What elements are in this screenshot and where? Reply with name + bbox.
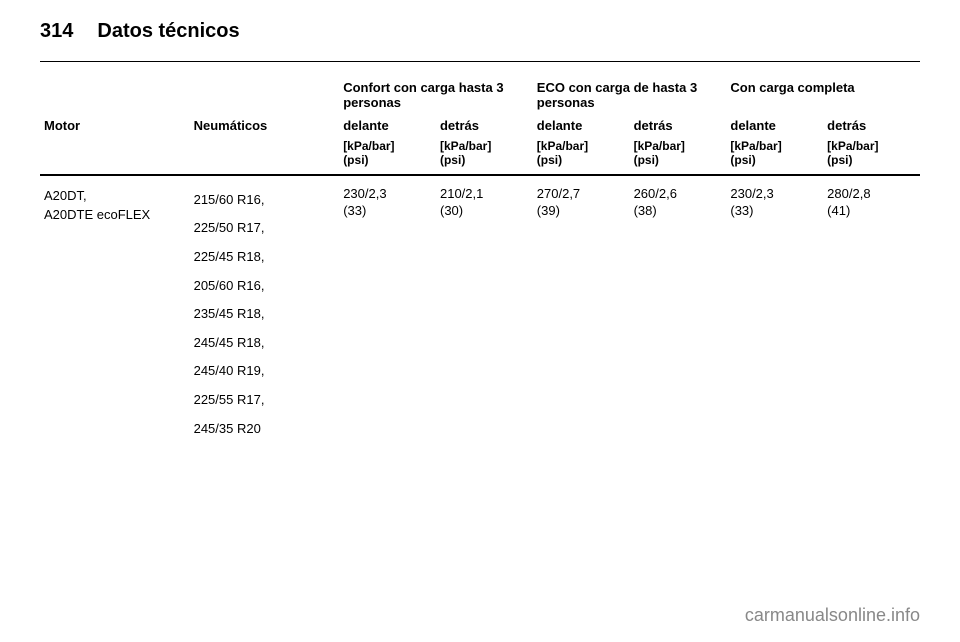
tire-item: 245/45 R18, [194,329,336,358]
unit-l2: (psi) [634,153,659,167]
val-l1: 230/2,3 [730,186,773,201]
unit-comfort-rear: [kPa/bar] (psi) [436,137,533,174]
watermark: carmanualsonline.info [745,605,920,626]
blank-unit [190,137,340,174]
motor-l1: A20DT, [44,188,87,203]
unit-full-front: [kPa/bar] (psi) [726,137,823,174]
unit-eco-front: [kPa/bar] (psi) [533,137,630,174]
unit-row: [kPa/bar] (psi) [kPa/bar] (psi) [kPa/bar… [40,137,920,174]
val-comfort-front: 230/2,3 (33) [339,176,436,445]
unit-l1: [kPa/bar] [827,139,878,153]
unit-l2: (psi) [730,153,755,167]
col-full-front: delante [726,116,823,137]
unit-eco-rear: [kPa/bar] (psi) [630,137,727,174]
col-eco-rear: detrás [630,116,727,137]
val-l2: (33) [343,203,366,218]
val-full-rear: 280/2,8 (41) [823,176,920,445]
val-l2: (41) [827,203,850,218]
unit-l2: (psi) [343,153,368,167]
unit-l1: [kPa/bar] [634,139,685,153]
table-row: A20DT, A20DTE ecoFLEX 215/60 R16, 225/50… [40,176,920,445]
tire-item: 225/45 R18, [194,243,336,272]
section-title: Datos técnicos [97,20,239,43]
val-l1: 260/2,6 [634,186,677,201]
unit-l1: [kPa/bar] [343,139,394,153]
val-l1: 210/2,1 [440,186,483,201]
unit-l2: (psi) [537,153,562,167]
val-l2: (33) [730,203,753,218]
unit-l2: (psi) [827,153,852,167]
group-comfort: Confort con carga hasta 3 personas [339,78,533,116]
page-number: 314 [40,20,73,43]
val-l1: 270/2,7 [537,186,580,201]
table-body-container: A20DT, A20DTE ecoFLEX 215/60 R16, 225/50… [0,176,960,445]
col-full-rear: detrás [823,116,920,137]
group-eco: ECO con carga de hasta 3 personas [533,78,727,116]
tire-item: 235/45 R18, [194,300,336,329]
val-l1: 230/2,3 [343,186,386,201]
motor-cell: A20DT, A20DTE ecoFLEX [40,176,190,445]
sub-header-row: Motor Neumáticos delante detrás delante … [40,116,920,137]
val-l2: (39) [537,203,560,218]
tire-item: 225/50 R17, [194,214,336,243]
col-comfort-front: delante [339,116,436,137]
group-header-row: Confort con carga hasta 3 personas ECO c… [40,78,920,116]
blank-header [190,78,340,116]
group-full: Con carga completa [726,78,920,116]
unit-full-rear: [kPa/bar] (psi) [823,137,920,174]
val-eco-rear: 260/2,6 (38) [630,176,727,445]
tire-item: 245/35 R20 [194,415,336,444]
val-eco-front: 270/2,7 (39) [533,176,630,445]
col-motor: Motor [40,116,190,137]
unit-l1: [kPa/bar] [440,139,491,153]
col-tires: Neumáticos [190,116,340,137]
blank-header [40,78,190,116]
tire-item: 215/60 R16, [194,186,336,215]
table-container: Confort con carga hasta 3 personas ECO c… [0,62,960,174]
col-eco-front: delante [533,116,630,137]
tire-pressure-table-body: A20DT, A20DTE ecoFLEX 215/60 R16, 225/50… [40,176,920,445]
tire-item: 205/60 R16, [194,272,336,301]
unit-l1: [kPa/bar] [537,139,588,153]
val-l1: 280/2,8 [827,186,870,201]
page-header: 314 Datos técnicos [0,0,960,53]
unit-l1: [kPa/bar] [730,139,781,153]
tire-item: 225/55 R17, [194,386,336,415]
tire-item: 245/40 R19, [194,357,336,386]
unit-comfort-front: [kPa/bar] (psi) [339,137,436,174]
tire-pressure-table: Confort con carga hasta 3 personas ECO c… [40,78,920,174]
val-full-front: 230/2,3 (33) [726,176,823,445]
blank-unit [40,137,190,174]
val-l2: (30) [440,203,463,218]
val-l2: (38) [634,203,657,218]
col-comfort-rear: detrás [436,116,533,137]
unit-l2: (psi) [440,153,465,167]
tire-cell: 215/60 R16, 225/50 R17, 225/45 R18, 205/… [190,176,340,445]
val-comfort-rear: 210/2,1 (30) [436,176,533,445]
motor-l2: A20DTE ecoFLEX [44,207,150,222]
